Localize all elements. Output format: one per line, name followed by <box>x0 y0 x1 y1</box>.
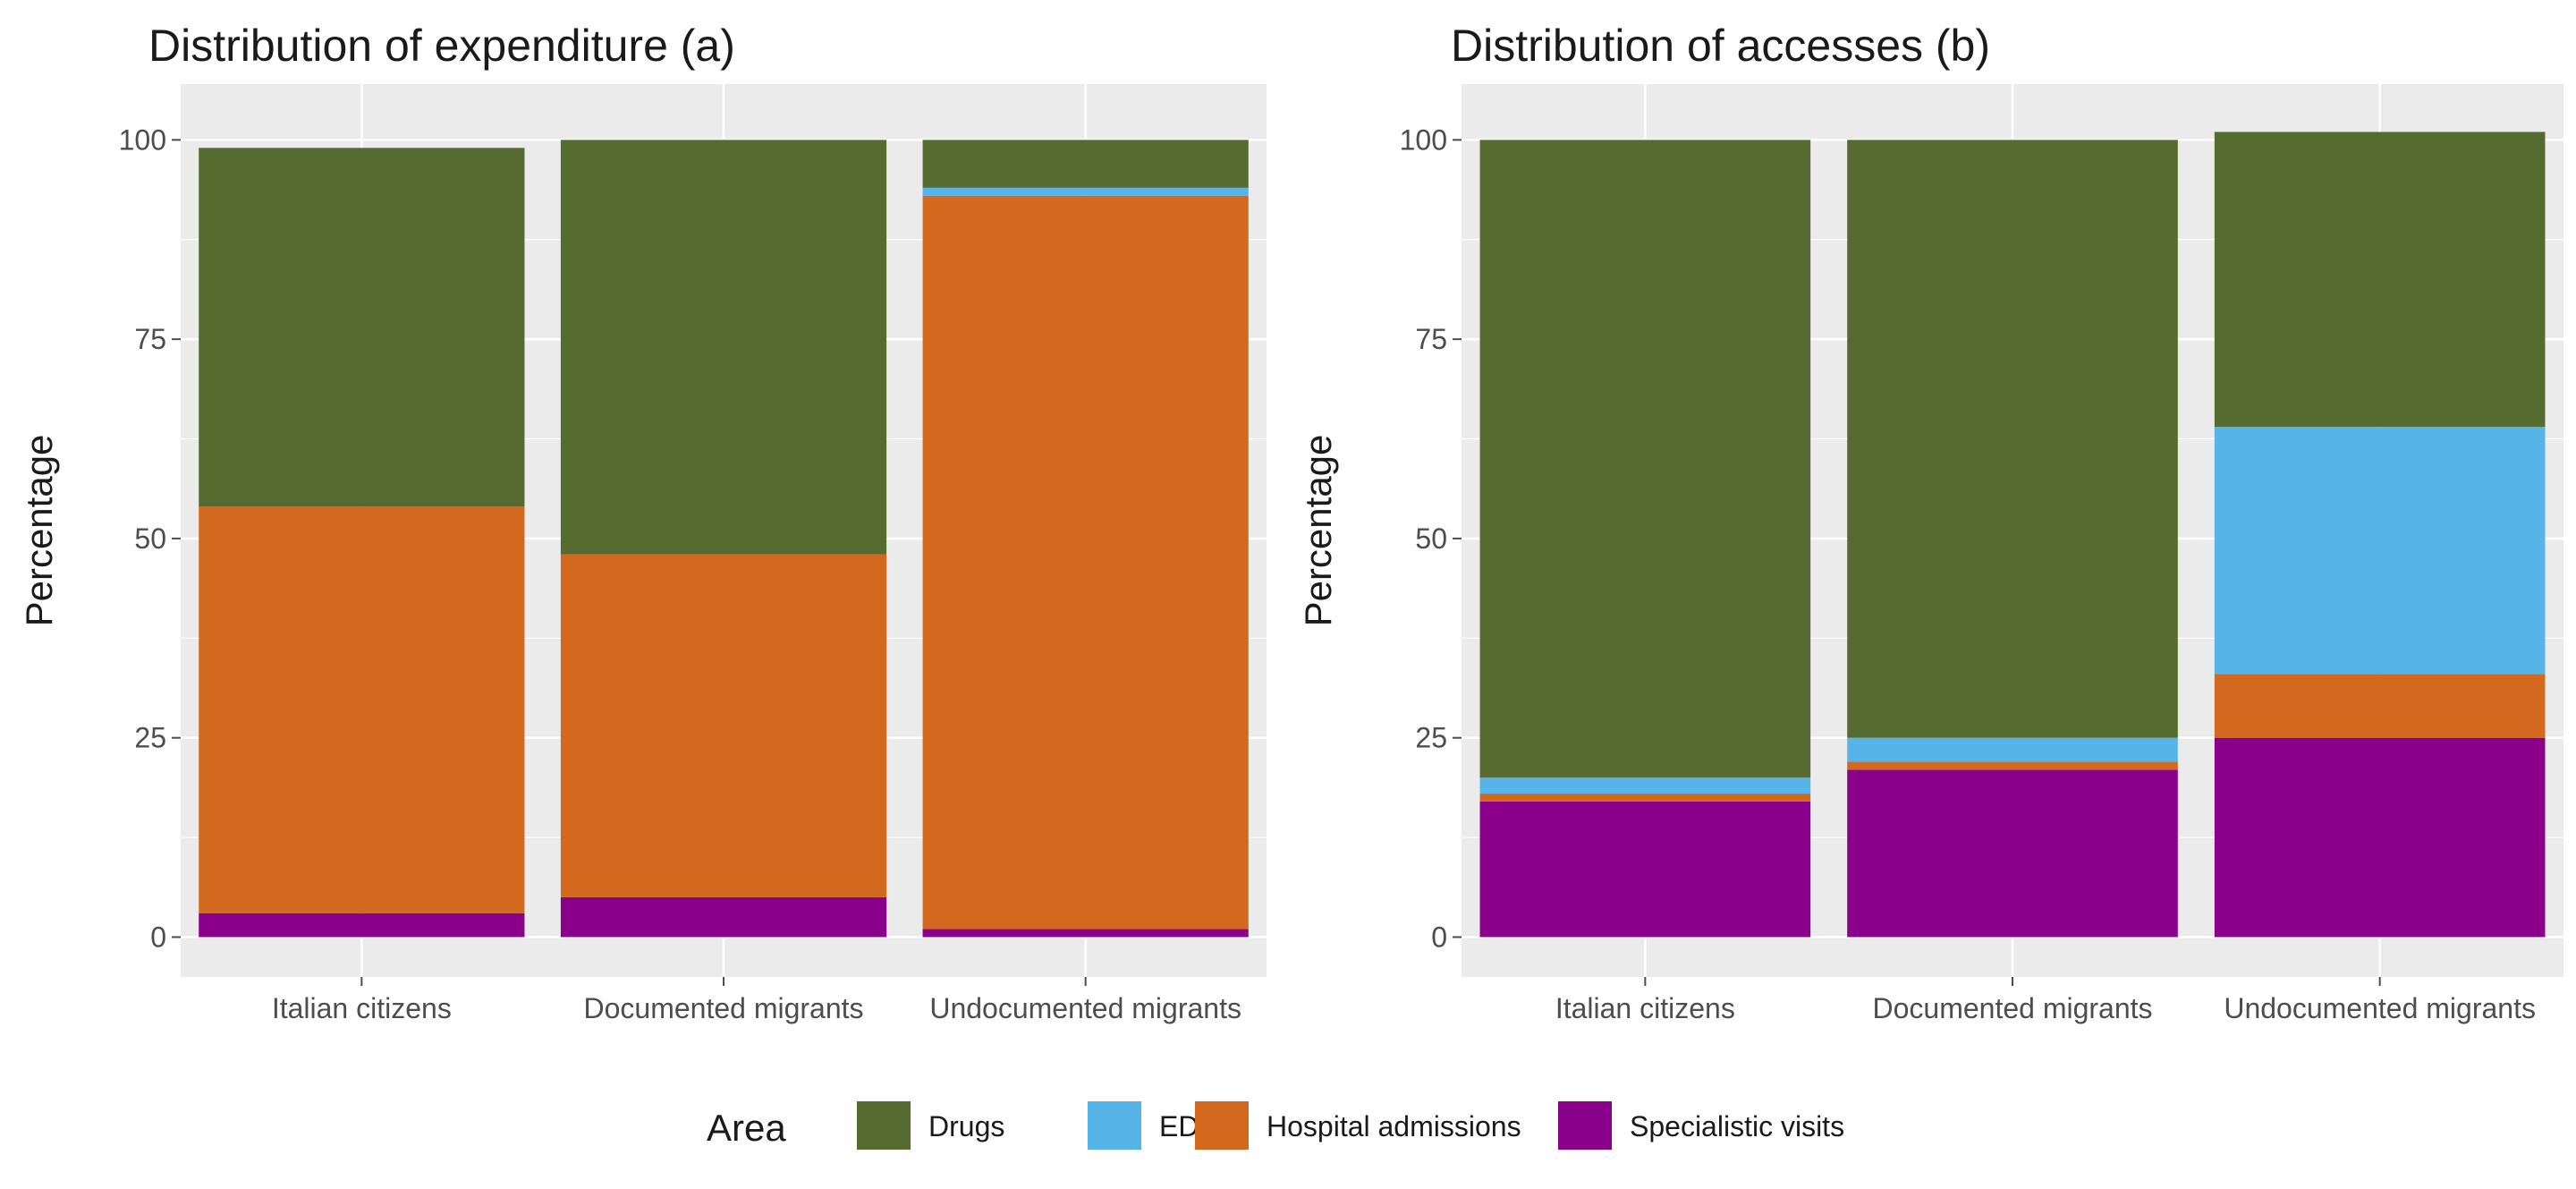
y-tick-label: 25 <box>1415 722 1447 754</box>
bar-segment-hospital-admissions <box>560 554 887 897</box>
bar-segment-ed <box>1479 777 1811 794</box>
bar-segment-specialistic-visits <box>199 913 525 938</box>
x-tick-label: Documented migrants <box>583 992 863 1024</box>
legend: Area Drugs ED Hospital admissions Specialis… <box>707 1101 1844 1150</box>
bar-segment-hospital-admissions <box>922 195 1249 930</box>
x-tick-label: Italian citizens <box>1555 992 1735 1024</box>
x-tick-label: Undocumented migrants <box>2224 992 2536 1024</box>
bar-segment-specialistic-visits <box>1847 769 2178 938</box>
bar-segment-drugs <box>1479 140 1811 778</box>
bar-segment-specialistic-visits <box>922 929 1249 938</box>
y-tick-label: 0 <box>150 921 166 953</box>
y-axis-label: Percentage <box>1297 435 1339 627</box>
bar-segment-drugs <box>922 140 1249 188</box>
legend-title: Area <box>707 1107 786 1149</box>
chart-title: Distribution of accesses (b) <box>1451 21 1990 71</box>
bar-segment-ed <box>2214 427 2546 675</box>
legend-key-ed <box>1088 1101 1141 1150</box>
y-tick-label: 100 <box>119 123 166 156</box>
bar-segment-ed <box>922 187 1249 196</box>
bar-segment-hospital-admissions <box>1847 761 2178 770</box>
y-tick-label: 25 <box>134 722 166 754</box>
y-tick-label: 0 <box>1431 921 1447 953</box>
legend-key-hospital-admissions <box>1195 1101 1249 1150</box>
x-tick-label: Undocumented migrants <box>929 992 1241 1024</box>
y-tick-label: 50 <box>134 522 166 555</box>
y-tick-label: 50 <box>1415 522 1447 555</box>
legend-label-drugs: Drugs <box>928 1110 1004 1142</box>
bar-segment-hospital-admissions <box>2214 674 2546 738</box>
bar-segment-hospital-admissions <box>199 506 525 913</box>
bar-segment-drugs <box>1847 140 2178 738</box>
y-tick-label: 75 <box>1415 323 1447 355</box>
bar-segment-drugs <box>2214 132 2546 428</box>
chart-title: Distribution of expenditure (a) <box>148 21 735 71</box>
legend-key-specialistic-visits <box>1558 1101 1612 1150</box>
y-axis-label: Percentage <box>18 435 60 627</box>
bar-segment-ed <box>1847 737 2178 762</box>
x-tick-label: Italian citizens <box>272 992 452 1024</box>
legend-key-drugs <box>857 1101 911 1150</box>
x-tick-label: Documented migrants <box>1872 992 2152 1024</box>
legend-label-ed: ED <box>1159 1110 1199 1142</box>
y-tick-label: 100 <box>1400 123 1447 156</box>
bar-segment-specialistic-visits <box>560 896 887 938</box>
bar-segment-drugs <box>199 148 525 507</box>
legend-label-hospital-admissions: Hospital admissions <box>1267 1110 1521 1142</box>
bar-segment-specialistic-visits <box>1479 801 1811 938</box>
panel-accesses: Distribution of accesses (b) 0 25 50 75 100 It… <box>1297 21 2563 1024</box>
panel-expenditure: Distribution of expenditure (a) 0 25 50 75 10… <box>18 21 1267 1024</box>
bar-segment-specialistic-visits <box>2214 737 2546 938</box>
bar-segment-drugs <box>560 140 887 555</box>
y-tick-label: 75 <box>134 323 166 355</box>
bar-segment-hospital-admissions <box>1479 794 1811 802</box>
legend-label-specialistic-visits: Specialistic visits <box>1630 1110 1844 1142</box>
